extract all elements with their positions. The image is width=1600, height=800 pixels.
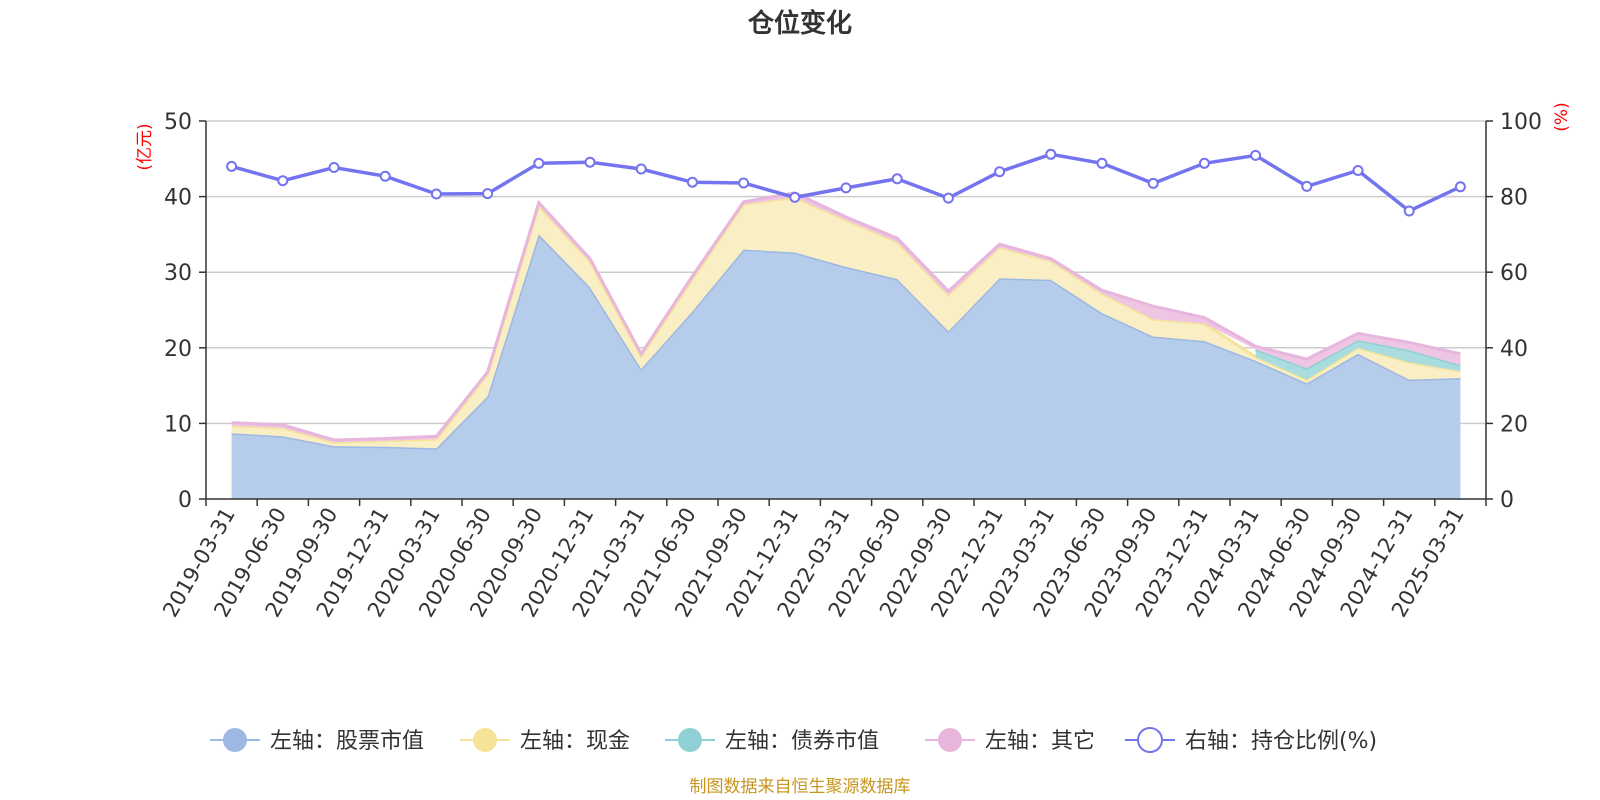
ratio-point xyxy=(1301,180,1313,192)
legend-label: 左轴：股票市值 xyxy=(270,729,424,754)
left-axis-tick-label: 30 xyxy=(164,261,192,286)
area-series-0 xyxy=(231,234,1461,499)
ratio-point xyxy=(584,156,596,168)
ratio-point xyxy=(1147,177,1159,189)
ratio-point xyxy=(1198,157,1210,169)
ratio-point xyxy=(635,163,647,175)
right-axis-unit: (%) xyxy=(1552,102,1572,131)
legend-label: 右轴：持仓比例(%) xyxy=(1185,729,1377,754)
legend-item[interactable]: 左轴：债券市值 xyxy=(665,728,879,754)
left-axis-tick-label: 0 xyxy=(178,488,192,513)
ratio-point xyxy=(1096,157,1108,169)
right-axis-tick-label: 60 xyxy=(1500,261,1528,286)
legend-marker xyxy=(473,728,497,752)
legend-item[interactable]: 右轴：持仓比例(%) xyxy=(1125,727,1377,754)
ratio-point xyxy=(942,192,954,204)
ratio-point xyxy=(840,182,852,194)
ratio-point xyxy=(1352,165,1364,176)
area-series-1 xyxy=(231,197,1461,449)
legend-item[interactable]: 左轴：其它 xyxy=(925,728,1095,754)
area-series-edge-3 xyxy=(231,191,1461,442)
data-source-note: 制图数据来自恒生聚源数据库 xyxy=(690,777,911,797)
legend-label: 左轴：债券市值 xyxy=(725,729,879,754)
legend-item[interactable]: 左轴：现金 xyxy=(460,728,630,754)
right-axis-tick-label: 0 xyxy=(1500,488,1514,513)
ratio-point xyxy=(1454,181,1466,193)
ratio-point xyxy=(1403,205,1415,217)
ratio-point xyxy=(430,188,442,200)
ratio-point xyxy=(379,170,391,182)
ratio-point xyxy=(533,157,545,169)
ratio-point xyxy=(994,166,1006,178)
legend-label: 左轴：现金 xyxy=(520,729,630,754)
ratio-point xyxy=(738,177,750,189)
legend-marker xyxy=(938,728,962,752)
legend-marker xyxy=(1137,727,1163,753)
left-axis-tick-label: 20 xyxy=(164,337,192,362)
ratio-point xyxy=(891,173,903,185)
legend-marker xyxy=(223,728,247,752)
ratio-point xyxy=(686,176,698,188)
ratio-point xyxy=(226,160,238,172)
ratio-point xyxy=(1045,148,1057,160)
right-axis-tick-label: 40 xyxy=(1500,337,1528,362)
ratio-point xyxy=(328,162,340,173)
legend-label: 左轴：其它 xyxy=(985,729,1095,754)
left-axis-tick-label: 10 xyxy=(164,412,192,437)
legend-marker xyxy=(678,728,702,752)
left-axis-tick-label: 50 xyxy=(164,110,192,135)
left-axis-unit: (亿元) xyxy=(135,123,155,170)
ratio-point xyxy=(789,191,801,203)
ratio-point xyxy=(482,188,494,200)
right-axis-tick-label: 20 xyxy=(1500,412,1528,437)
legend[interactable]: 左轴：股票市值 左轴：现金 左轴：债券市值 左轴：其它 右轴：持仓比例(%) xyxy=(210,727,1377,754)
stacked-areas xyxy=(231,191,1461,499)
legend-item[interactable]: 左轴：股票市值 xyxy=(210,728,424,754)
ratio-line-series xyxy=(226,148,1466,217)
ratio-point xyxy=(277,175,289,187)
right-axis-tick-label: 80 xyxy=(1500,186,1528,211)
chart-title: 仓位变化 xyxy=(747,8,852,39)
ratio-point xyxy=(1250,149,1262,161)
right-axis-tick-label: 100 xyxy=(1500,110,1542,135)
left-axis-tick-label: 40 xyxy=(164,186,192,211)
